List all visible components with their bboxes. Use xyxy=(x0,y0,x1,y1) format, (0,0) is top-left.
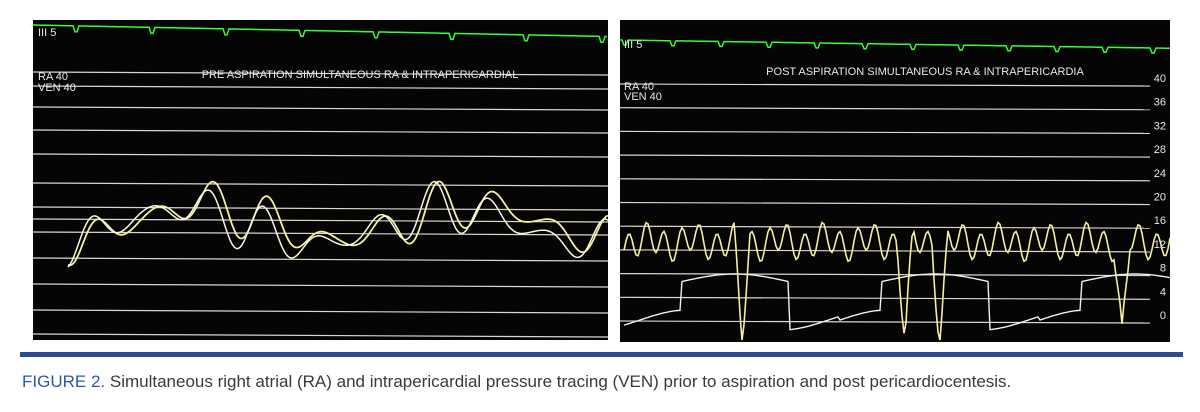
left-monitor xyxy=(33,20,608,340)
grid-line xyxy=(620,201,1151,206)
ra-label: RA 40 xyxy=(38,71,68,83)
scale-label: 16 xyxy=(1154,215,1166,227)
scale-label: 40 xyxy=(1154,73,1166,85)
grid-line xyxy=(33,182,608,187)
scale-label: 20 xyxy=(1154,192,1166,204)
scale-label: 24 xyxy=(1154,168,1166,180)
grid-line xyxy=(33,218,608,223)
scale-label: 0 xyxy=(1160,310,1166,322)
grid-line xyxy=(33,309,608,314)
grid-line xyxy=(33,106,608,111)
ra-label: RA 40 xyxy=(624,81,654,93)
grid-line xyxy=(620,130,1151,134)
grid-line xyxy=(33,283,608,288)
grid-line xyxy=(620,178,1151,182)
grid-line xyxy=(620,249,1151,253)
trace xyxy=(620,39,1170,54)
scale-label: 32 xyxy=(1154,120,1166,132)
trace xyxy=(33,24,608,44)
trace xyxy=(623,273,1170,331)
caption-text: Simultaneous right atrial (RA) and intra… xyxy=(109,372,1012,391)
lead-label: III 5 xyxy=(624,39,642,51)
panel-title: PRE ASPIRATION SIMULTANEOUS RA & INTRAPE… xyxy=(202,69,519,81)
scale-label: 36 xyxy=(1154,97,1166,109)
grid-line xyxy=(33,71,608,76)
grid-line xyxy=(620,273,1151,277)
grid-line xyxy=(33,153,608,158)
grid-line xyxy=(33,333,608,338)
scale-label: 12 xyxy=(1154,239,1166,251)
grid-line xyxy=(620,320,1151,324)
right-traces xyxy=(620,39,1170,341)
panel-title: POST ASPIRATION SIMULTANEOUS RA & INTRAP… xyxy=(766,66,1084,78)
lead-label: III 5 xyxy=(38,27,56,39)
caption: FIGURE 2. Simultaneous right atrial (RA)… xyxy=(22,372,1011,392)
ven-label: VEN 40 xyxy=(38,82,76,94)
trace xyxy=(623,221,1170,341)
scale-label: 8 xyxy=(1160,263,1166,275)
grid-line xyxy=(620,154,1151,158)
rule xyxy=(20,352,1183,357)
grid-line xyxy=(620,296,1151,300)
trace xyxy=(67,180,608,268)
left-traces xyxy=(33,24,608,338)
grid-line xyxy=(33,129,608,134)
scale-label: 4 xyxy=(1160,286,1166,298)
grid-line xyxy=(620,225,1151,229)
grid-line xyxy=(33,206,608,211)
grid-line xyxy=(33,257,608,262)
grid-line xyxy=(620,107,1151,111)
ven-label: VEN 40 xyxy=(624,91,662,103)
scale-label: 28 xyxy=(1154,144,1166,156)
caption-label: FIGURE 2. xyxy=(22,372,106,391)
grid-line xyxy=(33,85,608,90)
grid-line xyxy=(620,83,1151,87)
